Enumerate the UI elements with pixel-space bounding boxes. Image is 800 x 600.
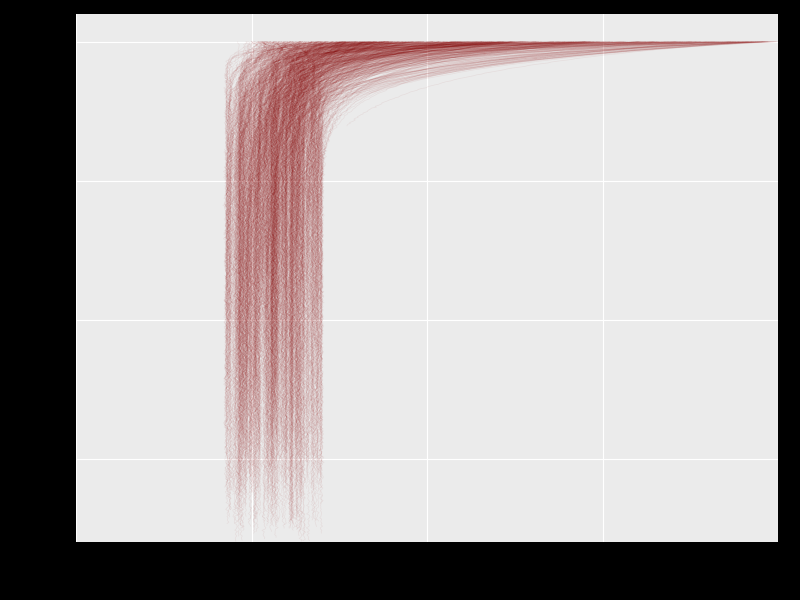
X-axis label: CTDTMP_T_VALUE_SENSOR_deg.C: CTDTMP_T_VALUE_SENSOR_deg.C	[310, 572, 546, 586]
Y-axis label: DEPTH_m: DEPTH_m	[14, 244, 28, 312]
